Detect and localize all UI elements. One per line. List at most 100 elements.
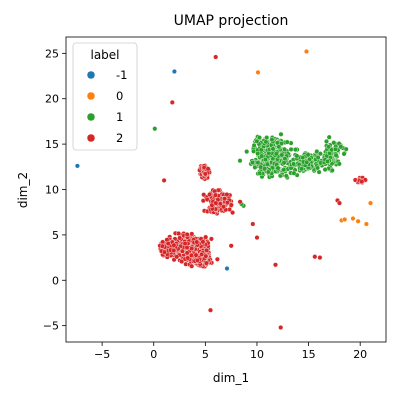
point-2 <box>212 192 218 198</box>
point-2 <box>222 196 228 202</box>
point-0 <box>342 216 348 222</box>
point-1 <box>262 166 268 172</box>
point-1 <box>274 140 280 146</box>
legend-box <box>72 42 138 151</box>
point-1 <box>315 154 321 160</box>
point-1 <box>264 135 270 141</box>
point-1 <box>326 144 332 150</box>
point-1 <box>283 173 289 179</box>
point-2 <box>199 251 205 257</box>
point-2 <box>203 253 209 259</box>
legend-entry: -1 <box>86 68 127 82</box>
series-2 <box>157 54 369 331</box>
point-1 <box>292 147 298 153</box>
point-2 <box>169 99 175 105</box>
point-2 <box>237 199 243 205</box>
legend-marker <box>86 112 96 122</box>
legend-marker <box>86 70 96 80</box>
point-1 <box>152 126 158 132</box>
point-2 <box>214 256 220 262</box>
point-1 <box>326 134 332 140</box>
legend-entry: 0 <box>86 89 123 103</box>
x-tick-label: 0 <box>150 348 157 361</box>
legend-entries: -1 0 1 2 <box>86 68 127 145</box>
point-1 <box>270 146 276 152</box>
point-2 <box>184 250 190 256</box>
point-2 <box>203 260 209 266</box>
point-1 <box>269 137 275 143</box>
y-axis-label: dim_2 <box>16 172 30 208</box>
point-1 <box>249 160 255 166</box>
point-1 <box>279 152 285 158</box>
point-1 <box>282 156 288 162</box>
y-tick-label: 20 <box>45 93 59 106</box>
point-1 <box>252 164 258 170</box>
point-0 <box>355 218 361 224</box>
legend-marker <box>86 133 96 143</box>
point-2 <box>194 239 200 245</box>
x-tick-label: 20 <box>353 348 367 361</box>
point-2 <box>179 259 185 265</box>
point-1 <box>300 155 306 161</box>
point-1 <box>336 161 342 167</box>
point-2 <box>228 202 234 208</box>
point-1 <box>304 159 310 165</box>
point-2 <box>188 252 194 258</box>
x-tick-label: −5 <box>94 348 110 361</box>
x-tick-label: 10 <box>250 348 264 361</box>
point-0 <box>363 221 369 227</box>
point-1 <box>263 157 269 163</box>
point-1 <box>322 167 328 173</box>
point-1 <box>314 148 320 154</box>
point-2 <box>254 235 260 241</box>
y-tick-label: 10 <box>45 184 59 197</box>
point-2 <box>207 307 213 313</box>
point-1 <box>281 167 287 173</box>
point-1 <box>257 135 263 141</box>
point-1 <box>331 140 337 146</box>
point-2 <box>224 200 230 206</box>
point-2 <box>312 254 318 260</box>
point-1 <box>333 152 339 158</box>
point-2 <box>174 254 180 260</box>
point-2 <box>203 234 209 240</box>
point-1 <box>257 170 263 176</box>
point-1 <box>291 161 297 167</box>
legend-marker <box>86 91 96 101</box>
point-2 <box>182 240 188 246</box>
point-2 <box>189 231 195 237</box>
legend-title: label <box>90 48 119 62</box>
x-axis-label: dim_1 <box>213 371 249 385</box>
point-2 <box>159 243 165 249</box>
point-1 <box>273 151 279 157</box>
point-2 <box>213 54 219 60</box>
point-2 <box>176 230 182 236</box>
point--1 <box>74 163 80 169</box>
point-2 <box>193 252 199 258</box>
point-1 <box>263 139 269 145</box>
point-2 <box>317 255 323 261</box>
y-tick-label: 0 <box>52 274 59 287</box>
y-tick-label: 5 <box>52 229 59 242</box>
point-1 <box>316 169 322 175</box>
y-tick-label: −5 <box>43 320 59 333</box>
point-2 <box>359 179 365 185</box>
x-tick-label: 15 <box>302 348 316 361</box>
legend: label -1 0 1 2 <box>72 42 138 151</box>
point-0 <box>255 69 261 75</box>
point-1 <box>244 149 250 155</box>
point-0 <box>368 200 374 206</box>
point--1 <box>224 266 230 272</box>
point-0 <box>304 49 310 55</box>
point-0 <box>350 215 356 221</box>
y-tick-label: 15 <box>45 138 59 151</box>
point-2 <box>273 262 279 268</box>
legend-label: 2 <box>116 131 123 145</box>
point-2 <box>207 191 213 197</box>
point-2 <box>184 245 190 251</box>
legend-label: 0 <box>116 89 123 103</box>
point-1 <box>254 138 260 144</box>
point-2 <box>161 177 167 183</box>
point-1 <box>259 153 265 159</box>
